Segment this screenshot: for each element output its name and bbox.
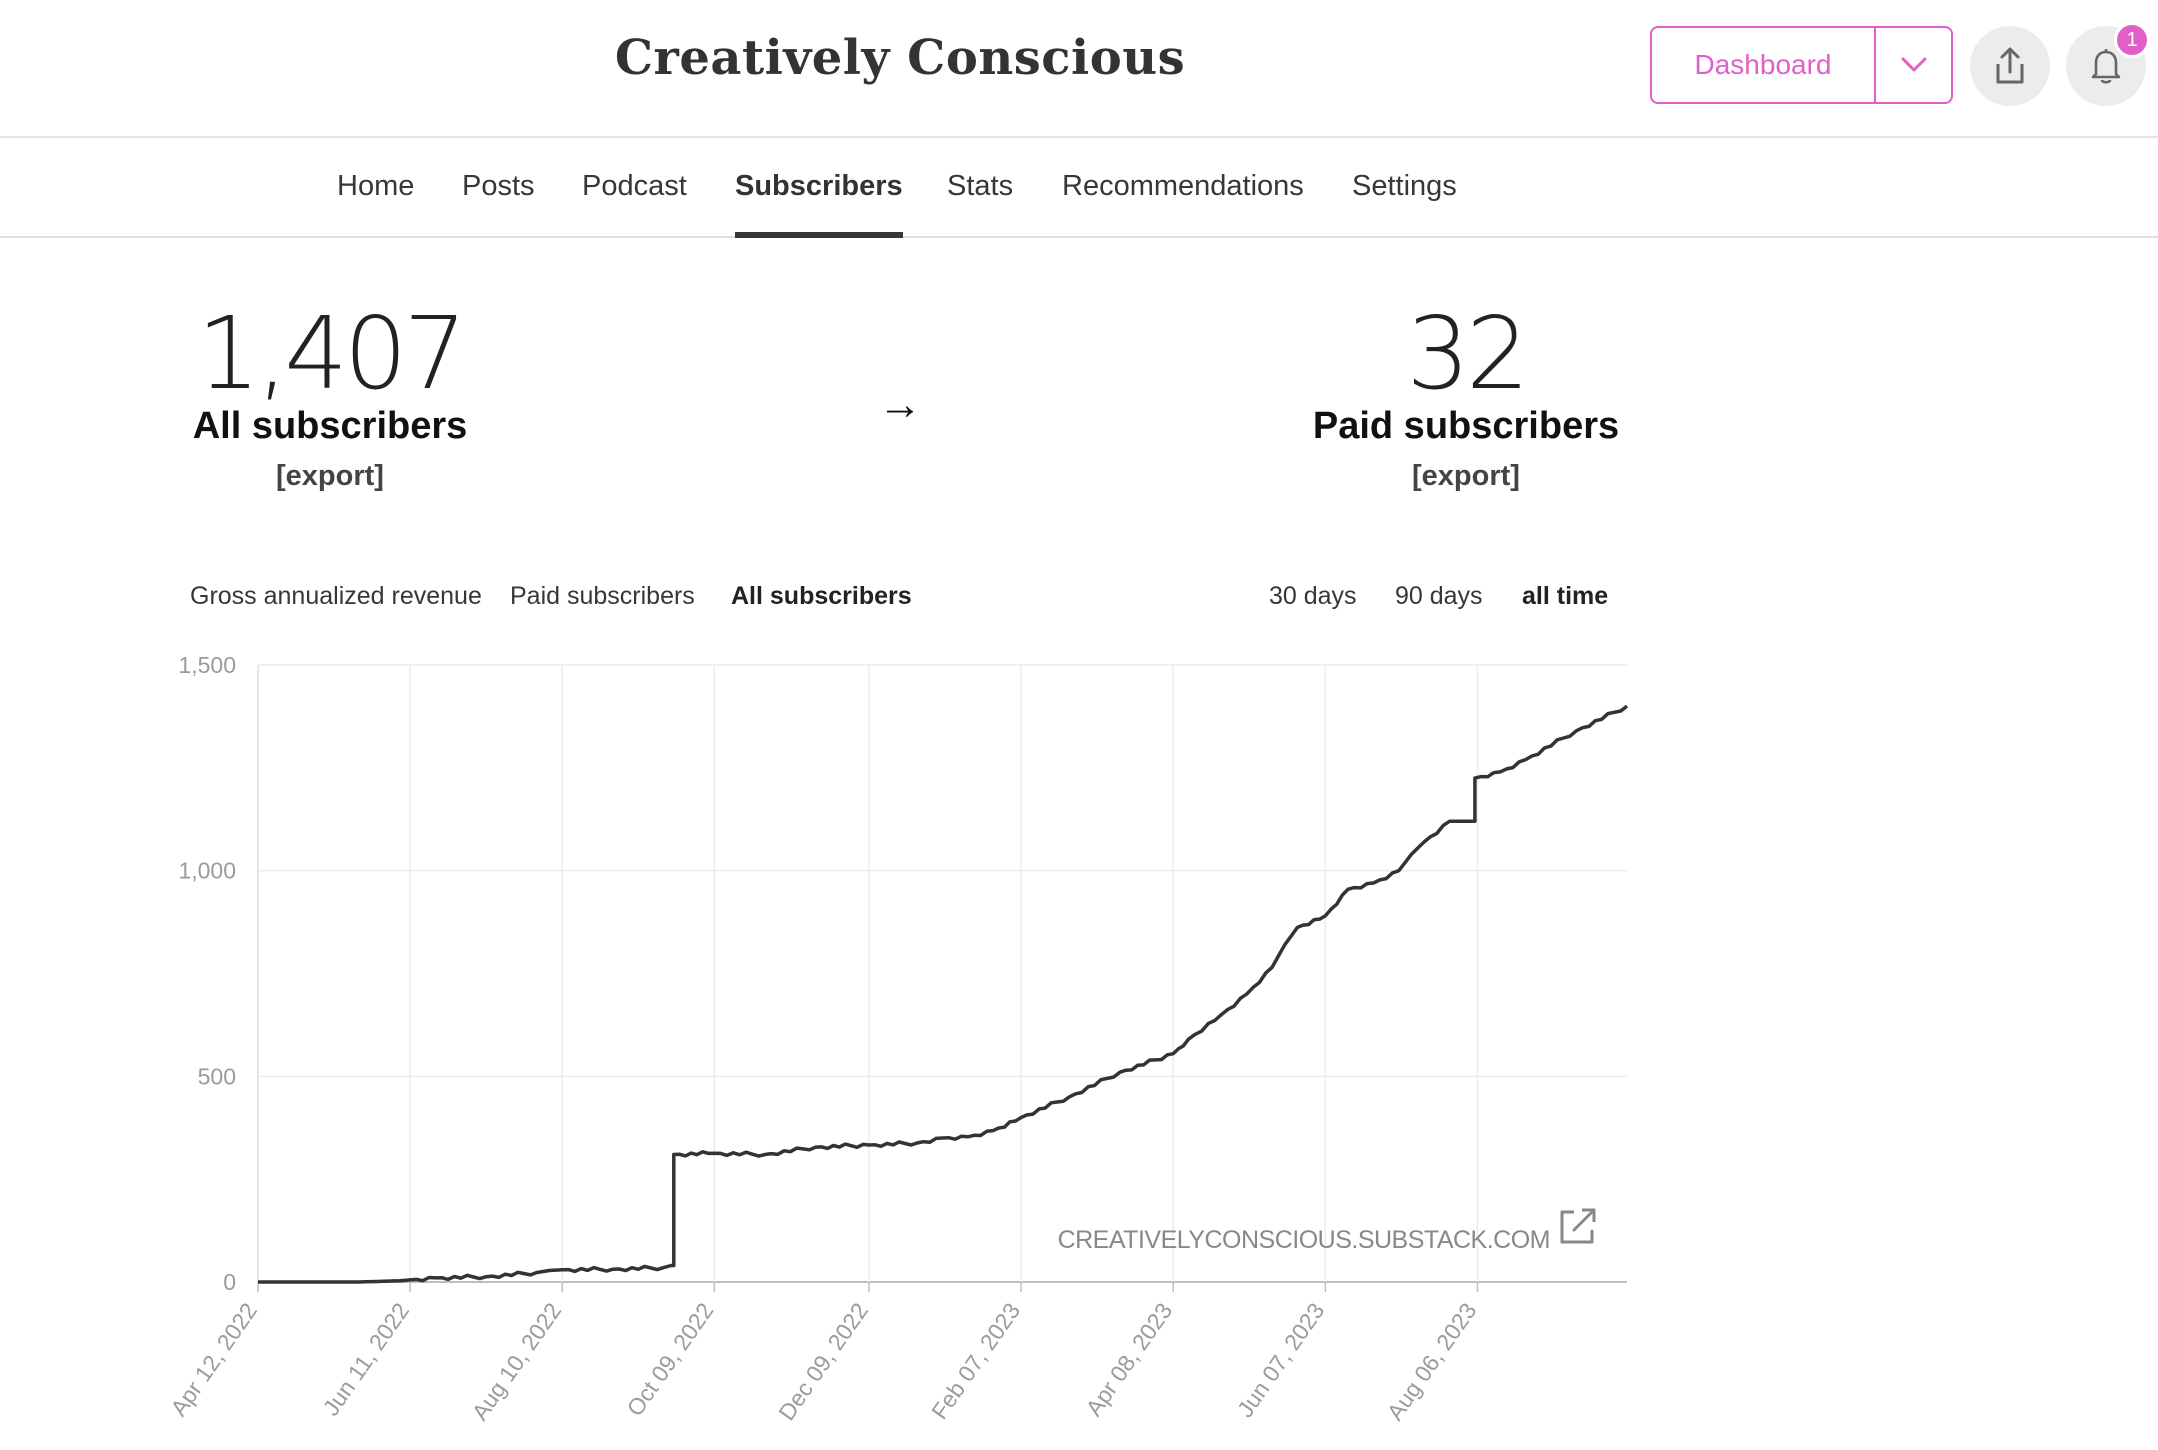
share-button[interactable]: [1970, 26, 2050, 106]
nav-recommendations[interactable]: Recommendations: [1062, 170, 1304, 202]
y-axis-ticks: 0 500 1,000 1,500: [178, 652, 236, 1295]
top-header: Creatively Conscious Dashboard 1: [0, 0, 2158, 138]
x-tick-label: Aug 10, 2022: [467, 1298, 567, 1425]
series-line-all-subscribers: [258, 704, 1629, 1284]
range-30-days[interactable]: 30 days: [1269, 582, 1357, 610]
nav-podcast[interactable]: Podcast: [582, 170, 687, 202]
notification-count-badge: 1: [2114, 22, 2150, 58]
chart-watermark: CREATIVELYCONSCIOUS.SUBSTACK.COM: [1058, 1226, 1550, 1254]
nav-posts[interactable]: Posts: [462, 170, 535, 202]
external-link-icon[interactable]: [1560, 1208, 1596, 1244]
chevron-down-icon: [1901, 57, 1926, 72]
x-tick-label: Feb 07, 2023: [926, 1298, 1025, 1424]
x-axis-ticks: Apr 12, 2022 Jun 11, 2022 Aug 10, 2022 Oct …: [165, 1282, 1482, 1425]
nav-home[interactable]: Home: [337, 170, 415, 202]
y-tick-label: 1,500: [178, 652, 236, 678]
dashboard-button[interactable]: Dashboard: [1652, 28, 1876, 102]
paid-subscribers-count: 32: [1406, 295, 1529, 412]
x-tick-label: Apr 12, 2022: [165, 1298, 262, 1421]
tab-all-subscribers[interactable]: All subscribers: [731, 582, 912, 610]
range-90-days[interactable]: 90 days: [1395, 582, 1483, 610]
nav-subscribers[interactable]: Subscribers: [735, 170, 903, 238]
publication-title[interactable]: Creatively Conscious: [614, 30, 1186, 86]
all-subscribers-label: All subscribers: [192, 405, 468, 447]
tab-gross-annualized-revenue[interactable]: Gross annualized revenue: [190, 582, 482, 610]
all-subscribers-count: 1,407: [196, 295, 467, 412]
x-tick-label: Aug 06, 2023: [1382, 1298, 1482, 1425]
chart-gridlines: [257, 664, 1627, 1283]
bell-icon: [2091, 49, 2121, 84]
y-tick-label: 1,000: [178, 858, 236, 884]
nav-stats[interactable]: Stats: [947, 170, 1014, 202]
x-tick-label: Oct 09, 2022: [622, 1298, 719, 1421]
arrow-right-icon: →: [878, 380, 922, 429]
tab-paid-subscribers[interactable]: Paid subscribers: [510, 582, 695, 610]
x-tick-label: Dec 09, 2022: [773, 1298, 873, 1425]
paid-subscribers-export-link[interactable]: [export]: [1412, 460, 1520, 492]
paid-subscribers-label: Paid subscribers: [1312, 405, 1620, 447]
share-icon: [1996, 47, 2024, 84]
all-subscribers-export-link[interactable]: [export]: [276, 460, 384, 492]
main-nav: Home Posts Podcast Subscribers Stats Rec…: [0, 138, 2158, 238]
notifications-button[interactable]: 1: [2066, 22, 2150, 106]
x-tick-label: Jun 07, 2023: [1232, 1298, 1330, 1422]
y-tick-label: 0: [223, 1269, 236, 1295]
dashboard-split-button: Dashboard: [1650, 26, 1953, 104]
range-all-time[interactable]: all time: [1522, 582, 1609, 610]
x-tick-label: Apr 08, 2023: [1080, 1298, 1177, 1421]
x-tick-label: Jun 11, 2022: [318, 1298, 415, 1420]
y-tick-label: 500: [198, 1063, 236, 1089]
nav-settings[interactable]: Settings: [1352, 170, 1457, 202]
dashboard-menu-button[interactable]: [1876, 28, 1951, 102]
